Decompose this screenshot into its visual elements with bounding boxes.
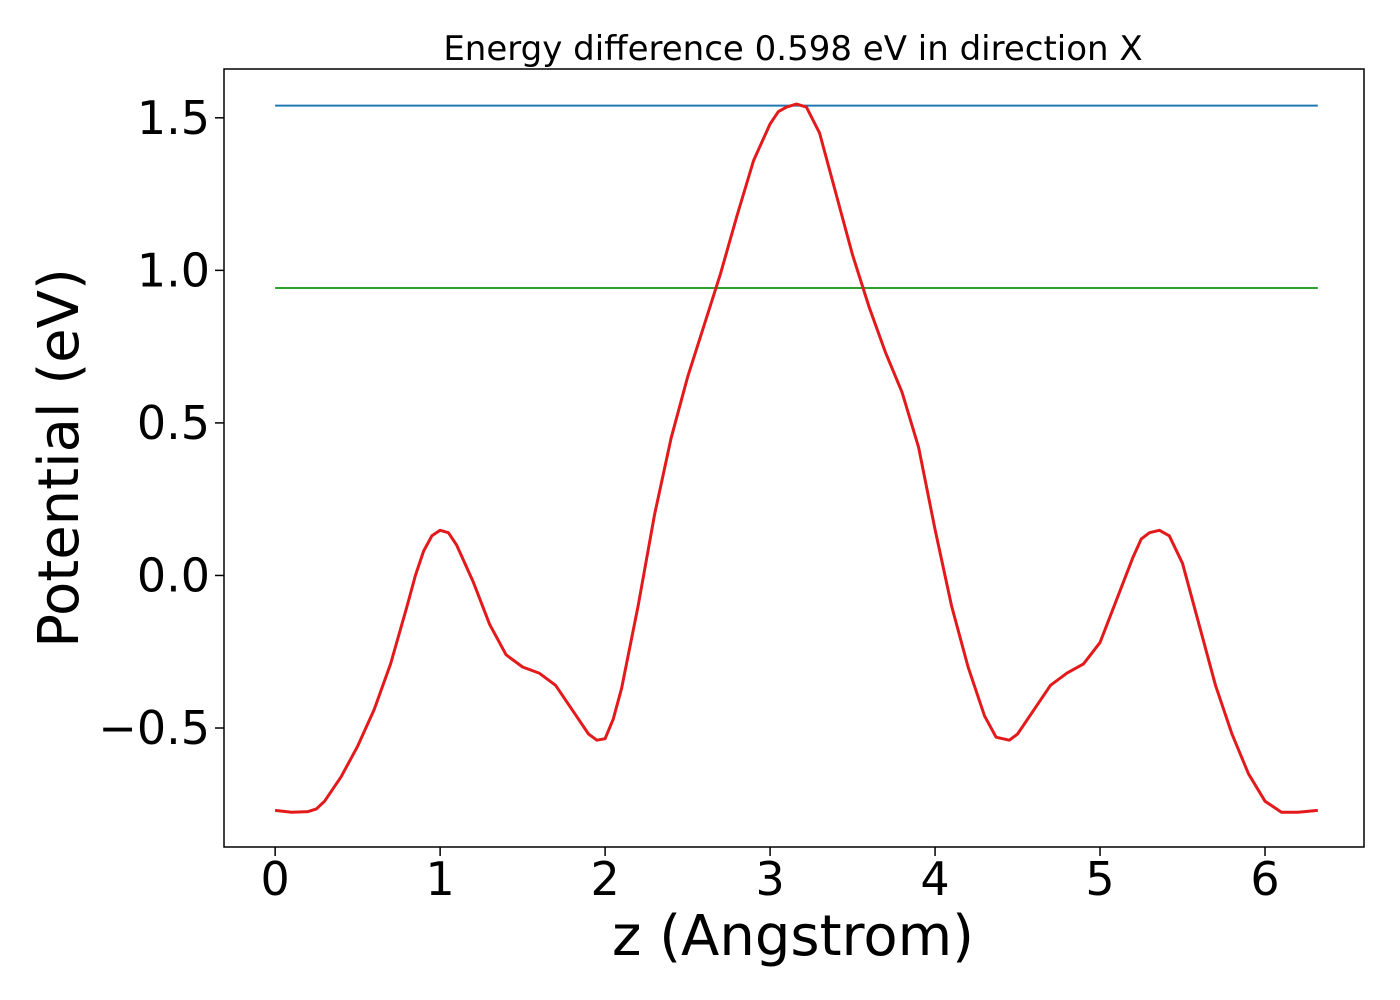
x-tick-label: 4 bbox=[920, 852, 949, 906]
y-axis-ticks: −0.5 0.0 0.5 1.0 1.5 bbox=[98, 91, 224, 755]
plot-frame bbox=[223, 68, 1365, 848]
x-tick-label: 6 bbox=[1250, 852, 1279, 906]
y-tick-label: −0.5 bbox=[98, 701, 210, 755]
y-axis-label: Potential (eV) bbox=[27, 268, 92, 648]
x-tick-label: 0 bbox=[261, 852, 290, 906]
y-tick-label: 0.5 bbox=[137, 396, 210, 450]
potential-curve bbox=[274, 102, 1318, 814]
x-tick-label: 3 bbox=[755, 852, 784, 906]
x-axis-ticks: 0 1 2 3 4 5 6 bbox=[261, 847, 1280, 906]
y-tick-label: 1.0 bbox=[137, 243, 210, 297]
y-tick-label: 1.5 bbox=[137, 91, 210, 145]
reference-lines bbox=[275, 104, 1318, 290]
series-layer bbox=[274, 102, 1318, 814]
x-axis-label: z (Angstrom) bbox=[612, 904, 974, 969]
x-tick-label: 1 bbox=[425, 852, 454, 906]
x-tick-label: 5 bbox=[1085, 852, 1114, 906]
x-tick-label: 2 bbox=[590, 852, 619, 906]
y-tick-label: 0.0 bbox=[137, 548, 210, 602]
chart-title: Energy difference 0.598 eV in direction … bbox=[443, 29, 1142, 69]
